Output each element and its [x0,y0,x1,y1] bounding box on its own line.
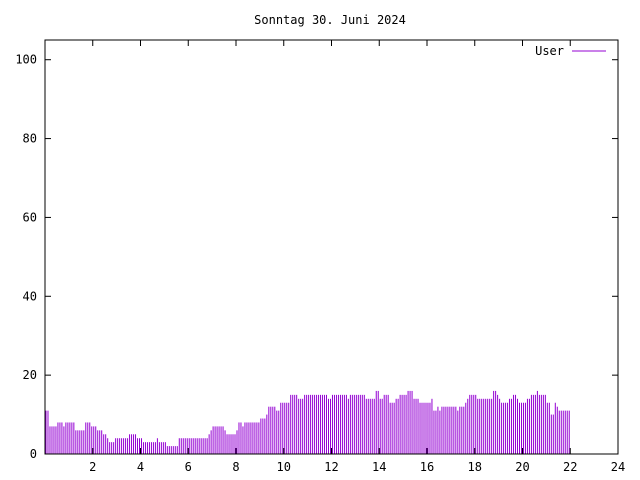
x-tick-label: 6 [185,460,192,474]
x-tick-label: 22 [563,460,577,474]
y-tick-label: 20 [23,368,37,382]
bar-series-user [45,390,570,454]
chart-title: Sonntag 30. Juni 2024 [254,13,406,27]
x-tick-label: 2 [89,460,96,474]
x-tick-label: 12 [324,460,338,474]
x-tick-label: 14 [372,460,386,474]
x-tick-label: 10 [277,460,291,474]
y-tick-label: 60 [23,210,37,224]
y-tick-label: 100 [15,53,37,67]
x-tick-label: 16 [420,460,434,474]
legend: User [535,44,606,58]
y-tick-label: 0 [30,447,37,461]
legend-label-user: User [535,44,564,58]
x-tick-label: 18 [468,460,482,474]
x-tick-label: 24 [611,460,625,474]
x-tick-label: 8 [232,460,239,474]
y-tick-label: 80 [23,132,37,146]
x-tick-label: 4 [137,460,144,474]
plot-frame [44,39,619,455]
y-tick-label: 40 [23,289,37,303]
x-tick-label: 20 [515,460,529,474]
